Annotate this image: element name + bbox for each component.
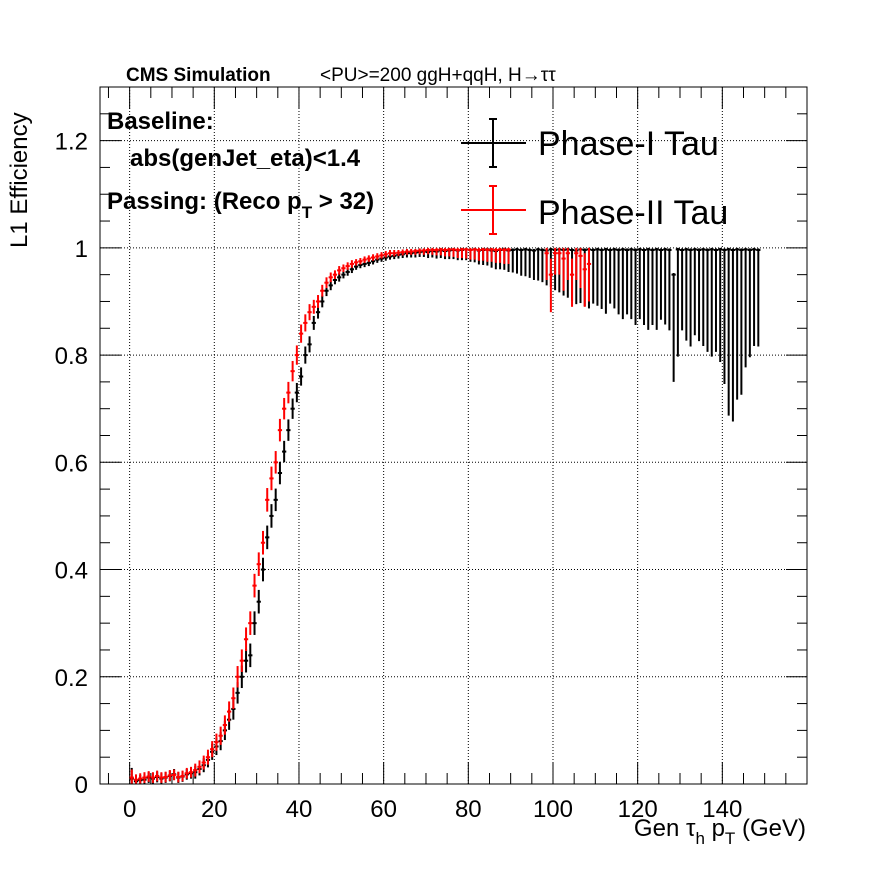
- legend-label-phase2: Phase-II Tau: [538, 194, 728, 232]
- x-tick-label: 40: [286, 796, 313, 823]
- data-series: [129, 247, 761, 784]
- x-tick-label: 140: [702, 796, 742, 823]
- y-tick-label: 0.8: [55, 343, 88, 370]
- passing-cut: Passing: (Reco pT > 32): [107, 188, 374, 222]
- x-tick-label: 0: [123, 796, 136, 823]
- y-tick-label: 0.2: [55, 665, 88, 692]
- y-axis-label: L1 Efficiency: [6, 112, 33, 248]
- x-axis-label-unit: (GeV): [735, 815, 806, 842]
- y-tick-label: 0.4: [55, 558, 88, 585]
- passing-sub: T: [302, 203, 313, 222]
- legend-label-phase1: Phase-I Tau: [538, 125, 719, 163]
- legend-marker-phase1: [461, 118, 526, 168]
- experiment-label: CMS Simulation: [126, 65, 271, 86]
- x-axis-label-p: p: [705, 815, 725, 842]
- y-tick-label: 1: [75, 236, 88, 263]
- conditions-label: <PU>=200 ggH+qqH, H→ττ: [320, 65, 556, 86]
- x-tick-label: 80: [455, 796, 482, 823]
- passing-prefix: Passing: (Reco p: [107, 188, 302, 215]
- x-tick-label: 100: [533, 796, 573, 823]
- x-axis-label-tau-sub: h: [695, 829, 704, 848]
- legend-marker-phase2: [461, 185, 526, 235]
- x-axis-label-tau: Gen τ: [634, 815, 696, 842]
- baseline-cut: abs(genJet_eta)<1.4: [130, 145, 361, 172]
- x-axis-label-p-sub: T: [725, 829, 735, 848]
- y-tick-label: 0.6: [55, 450, 88, 477]
- tick-labels: 0 20 40 60 80 100 120 140 0 0.2 0.4 0.6 0.8 1 1.2: [55, 129, 743, 823]
- legend: Phase-I Tau Phase-II Tau: [461, 118, 728, 235]
- x-tick-label: 60: [370, 796, 397, 823]
- x-axis-label: Gen τh pT (GeV): [634, 815, 806, 848]
- y-tick-label: 0: [75, 772, 88, 799]
- x-tick-label: 20: [201, 796, 228, 823]
- plot-frame: [99, 86, 808, 785]
- baseline-label: Baseline:: [107, 108, 214, 135]
- x-tick-label: 120: [618, 796, 658, 823]
- series-phase2: [129, 247, 592, 784]
- y-tick-label: 1.2: [55, 129, 88, 156]
- passing-suffix: > 32): [312, 188, 374, 215]
